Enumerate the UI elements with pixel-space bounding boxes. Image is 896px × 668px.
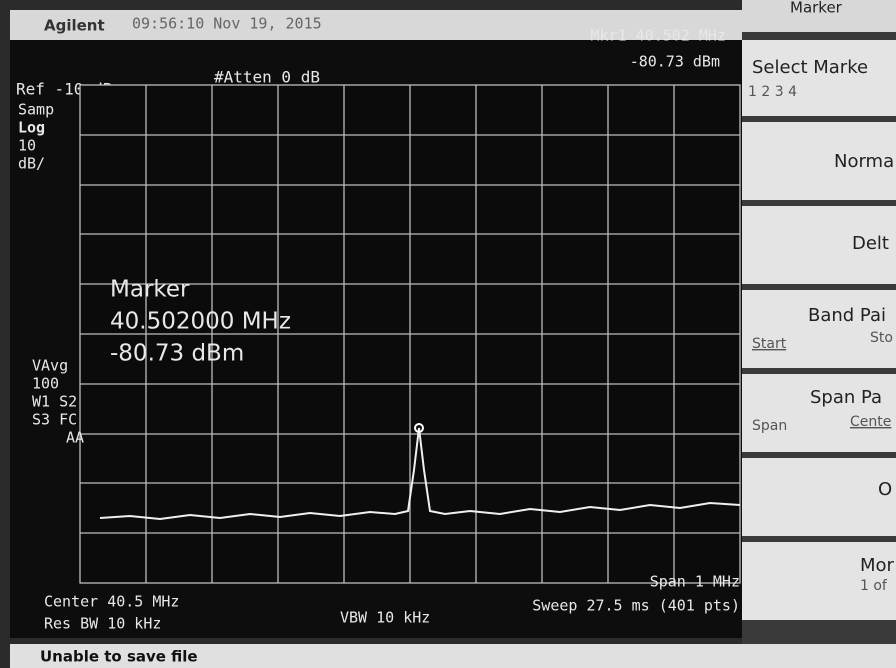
left-label: W1 S2 bbox=[32, 393, 77, 411]
attenuation: #Atten 0 dB bbox=[214, 68, 320, 87]
header-bar bbox=[10, 10, 742, 40]
marker-title: Marker bbox=[110, 277, 190, 303]
softkey-sub: 1 of bbox=[860, 578, 888, 594]
softkey[interactable] bbox=[742, 542, 896, 620]
brand: Agilent bbox=[44, 17, 105, 35]
marker-dot bbox=[414, 423, 424, 433]
marker-box-amp: -80.73 dBm bbox=[110, 341, 244, 367]
softkey[interactable] bbox=[742, 40, 896, 116]
left-label: Log bbox=[18, 119, 45, 137]
softkey-title bbox=[742, 0, 896, 32]
left-label: S3 FC bbox=[32, 411, 77, 429]
softkey-sub: 1 2 3 4 bbox=[748, 84, 797, 100]
span: Span 1 MHz bbox=[650, 573, 740, 591]
softkey-label: O bbox=[878, 479, 892, 500]
softkey-label: Delt bbox=[852, 233, 889, 254]
menu-title: Marker bbox=[790, 0, 843, 17]
vbw: VBW 10 kHz bbox=[340, 609, 430, 627]
softkey-sub: Span bbox=[752, 418, 787, 434]
softkey[interactable] bbox=[742, 122, 896, 200]
softkey-sub: Cente bbox=[850, 414, 891, 430]
softkey[interactable] bbox=[742, 290, 896, 368]
center-freq: Center 40.5 MHz bbox=[44, 593, 179, 611]
status-bar bbox=[10, 644, 896, 668]
trace bbox=[99, 427, 741, 521]
softkey[interactable] bbox=[742, 374, 896, 452]
marker-amp: -80.73 dBm bbox=[630, 53, 720, 71]
sweep: Sweep 27.5 ms (401 pts) bbox=[532, 597, 740, 615]
left-label: 100 bbox=[32, 375, 59, 393]
res-bw: Res BW 10 kHz bbox=[44, 615, 161, 633]
left-label: AA bbox=[66, 429, 84, 447]
softkey-label: Mor bbox=[860, 555, 895, 576]
softkey-label: Select Marke bbox=[752, 57, 868, 78]
marker-box-freq: 40.502000 MHz bbox=[110, 309, 291, 335]
marker-freq: Mkr1 40.502 MHz bbox=[591, 27, 726, 45]
softkey-sub: Sto bbox=[870, 330, 893, 346]
status-message: Unable to save file bbox=[40, 648, 198, 666]
left-label: VAvg bbox=[32, 357, 68, 375]
softkey-label: Span Pa bbox=[810, 387, 882, 408]
softkey-label: Band Pai bbox=[808, 305, 886, 326]
softkey[interactable] bbox=[742, 206, 896, 284]
softkey-label: Norma bbox=[834, 151, 894, 172]
left-label: Samp bbox=[18, 101, 54, 119]
left-label: dB/ bbox=[18, 155, 45, 173]
timestamp: 09:56:10 Nov 19, 2015 bbox=[132, 15, 322, 33]
softkey[interactable] bbox=[742, 458, 896, 536]
softkey-sub: Start bbox=[752, 336, 787, 352]
left-label: 10 bbox=[18, 137, 36, 155]
